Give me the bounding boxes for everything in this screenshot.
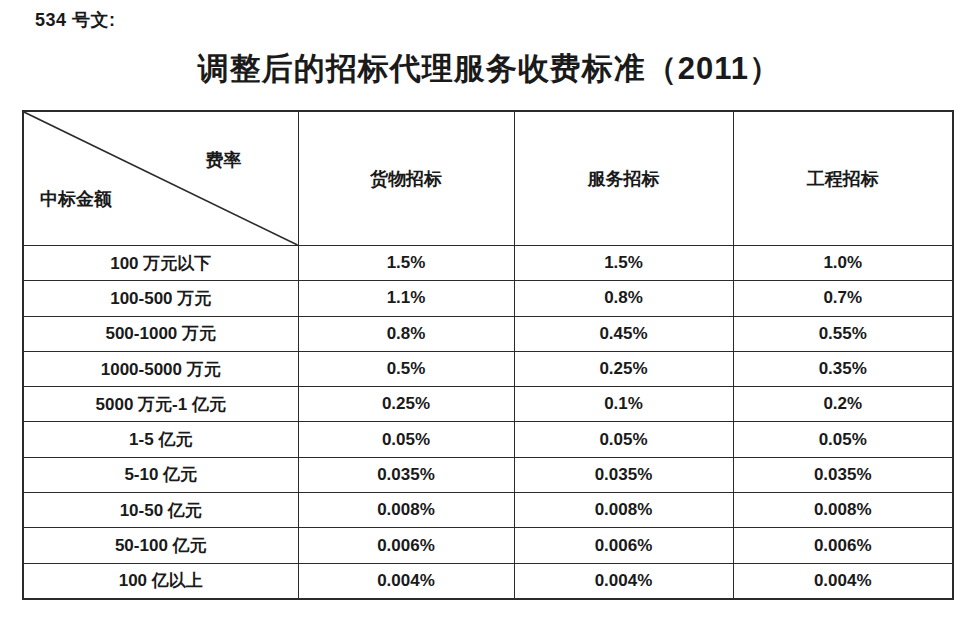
table-row: 1-5 亿元 0.05% 0.05% 0.05% [23, 422, 953, 457]
rate-cell-engineering: 0.55% [733, 316, 953, 351]
rate-cell-goods: 0.5% [298, 351, 514, 386]
table-header-row: 费率 中标金额 货物招标 服务招标 工程招标 [23, 111, 953, 246]
corner-bid-amount-label: 中标金额 [40, 187, 112, 211]
rate-cell-service: 0.45% [514, 316, 733, 351]
rate-cell-engineering: 1.0% [733, 246, 953, 281]
column-header-goods: 货物招标 [298, 111, 514, 246]
rate-cell-service: 0.1% [514, 387, 733, 422]
table-row: 100-500 万元 1.1% 0.8% 0.7% [23, 281, 953, 316]
table-row: 50-100 亿元 0.006% 0.006% 0.006% [23, 528, 953, 563]
amount-cell: 100 万元以下 [23, 246, 298, 281]
amount-cell: 10-50 亿元 [23, 493, 298, 528]
corner-header-cell: 费率 中标金额 [23, 111, 298, 246]
table-row: 500-1000 万元 0.8% 0.45% 0.55% [23, 316, 953, 351]
rate-cell-goods: 0.006% [298, 528, 514, 563]
amount-cell: 50-100 亿元 [23, 528, 298, 563]
rate-cell-goods: 1.5% [298, 246, 514, 281]
rate-cell-goods: 0.004% [298, 563, 514, 599]
rate-cell-service: 0.25% [514, 351, 733, 386]
amount-cell: 1000-5000 万元 [23, 351, 298, 386]
rate-cell-engineering: 0.7% [733, 281, 953, 316]
rate-cell-goods: 0.05% [298, 422, 514, 457]
rate-cell-engineering: 0.008% [733, 493, 953, 528]
rate-cell-goods: 0.035% [298, 457, 514, 492]
amount-cell: 1-5 亿元 [23, 422, 298, 457]
rate-cell-service: 1.5% [514, 246, 733, 281]
rate-cell-goods: 1.1% [298, 281, 514, 316]
document-page: 534 号文: 调整后的招标代理服务收费标准（2011） 费率 中标金额 货物招… [0, 0, 979, 629]
document-title: 调整后的招标代理服务收费标准（2011） [0, 48, 979, 90]
diagonal-line [24, 112, 298, 245]
column-header-service: 服务招标 [514, 111, 733, 246]
amount-cell: 5000 万元-1 亿元 [23, 387, 298, 422]
table-row: 100 亿以上 0.004% 0.004% 0.004% [23, 563, 953, 599]
rate-cell-engineering: 0.004% [733, 563, 953, 599]
amount-cell: 5-10 亿元 [23, 457, 298, 492]
column-header-engineering: 工程招标 [733, 111, 953, 246]
amount-cell: 100 亿以上 [23, 563, 298, 599]
rate-cell-service: 0.006% [514, 528, 733, 563]
rate-cell-goods: 0.25% [298, 387, 514, 422]
table-row: 5-10 亿元 0.035% 0.035% 0.035% [23, 457, 953, 492]
rate-cell-engineering: 0.05% [733, 422, 953, 457]
rate-cell-engineering: 0.035% [733, 457, 953, 492]
doc-number-label: 534 号文: [35, 8, 116, 32]
rate-cell-goods: 0.8% [298, 316, 514, 351]
fee-rate-table: 费率 中标金额 货物招标 服务招标 工程招标 100 万元以下 1.5% 1.5… [22, 110, 954, 600]
rate-cell-goods: 0.008% [298, 493, 514, 528]
amount-cell: 500-1000 万元 [23, 316, 298, 351]
rate-cell-engineering: 0.006% [733, 528, 953, 563]
rate-cell-service: 0.008% [514, 493, 733, 528]
rate-cell-service: 0.035% [514, 457, 733, 492]
table-row: 1000-5000 万元 0.5% 0.25% 0.35% [23, 351, 953, 386]
rate-cell-service: 0.8% [514, 281, 733, 316]
corner-fee-rate-label: 费率 [206, 148, 242, 172]
table-row: 5000 万元-1 亿元 0.25% 0.1% 0.2% [23, 387, 953, 422]
rate-cell-engineering: 0.35% [733, 351, 953, 386]
rate-cell-service: 0.004% [514, 563, 733, 599]
table-row: 100 万元以下 1.5% 1.5% 1.0% [23, 246, 953, 281]
amount-cell: 100-500 万元 [23, 281, 298, 316]
rate-cell-engineering: 0.2% [733, 387, 953, 422]
rate-cell-service: 0.05% [514, 422, 733, 457]
table-row: 10-50 亿元 0.008% 0.008% 0.008% [23, 493, 953, 528]
